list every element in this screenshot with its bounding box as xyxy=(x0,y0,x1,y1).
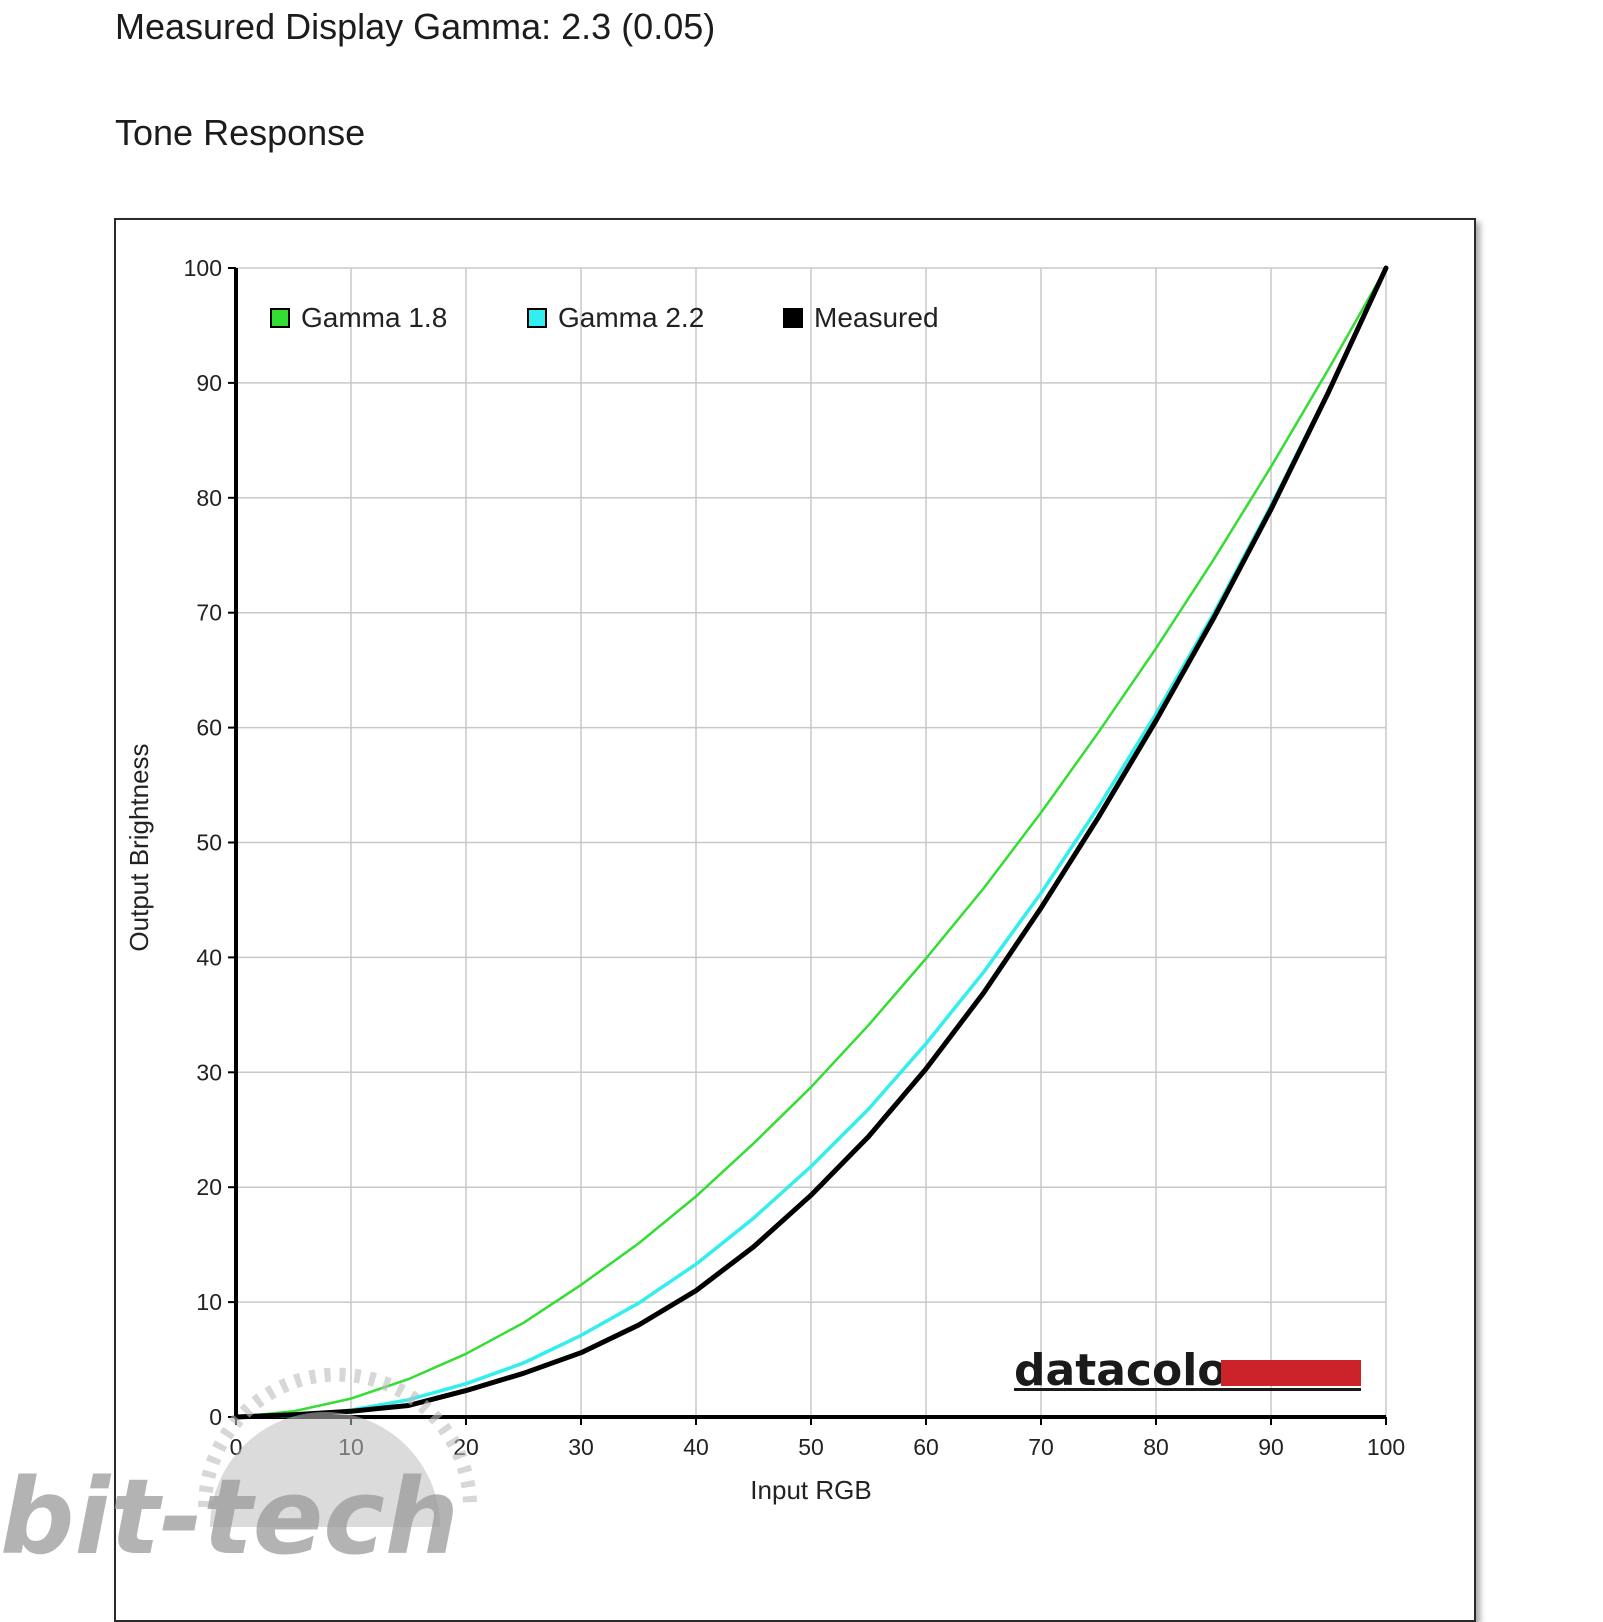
watermark-binary-arc xyxy=(198,1367,477,1508)
datacolor-logo: datacolor xyxy=(1014,1345,1361,1396)
datacolor-logo-bar xyxy=(1221,1360,1361,1386)
series-line-gamma-2-2 xyxy=(234,266,1388,1419)
series-line-measured xyxy=(233,265,1389,1420)
datacolor-logo-text: datacolor xyxy=(1014,1345,1250,1396)
legend-label-gamma-2-2: Gamma 2.2 xyxy=(558,302,704,333)
x-tick-label: 50 xyxy=(798,1434,824,1460)
axes xyxy=(228,267,1387,1425)
tick-labels: 0102030405060708090100010203040506070809… xyxy=(184,255,1406,1460)
y-tick-label: 10 xyxy=(196,1289,222,1315)
x-tick-label: 30 xyxy=(568,1434,594,1460)
legend-swatch-gamma-1-8 xyxy=(270,308,290,328)
grid xyxy=(236,267,1387,1417)
watermark-text: bit-tech xyxy=(0,1456,459,1567)
y-tick-label: 70 xyxy=(196,600,222,626)
legend-swatch-measured xyxy=(783,308,803,328)
y-tick-label: 40 xyxy=(196,944,222,970)
measured-gamma-heading: Measured Display Gamma: 2.3 (0.05) xyxy=(115,6,716,47)
x-tick-label: 70 xyxy=(1028,1434,1054,1460)
x-tick-label: 90 xyxy=(1258,1434,1284,1460)
y-tick-label: 20 xyxy=(196,1174,222,1200)
y-tick-label: 30 xyxy=(196,1059,222,1085)
series-line-gamma-1-8 xyxy=(234,266,1388,1419)
watermark-disc xyxy=(210,1412,440,1527)
y-tick-label: 80 xyxy=(196,485,222,511)
tone-response-heading: Tone Response xyxy=(115,112,366,153)
x-axis-title: Input RGB xyxy=(750,1475,871,1505)
chart-frame: 0102030405060708090100010203040506070809… xyxy=(114,218,1476,1622)
series-lines xyxy=(233,265,1389,1420)
legend-label-gamma-1-8: Gamma 1.8 xyxy=(301,302,447,333)
x-tick-label: 80 xyxy=(1143,1434,1169,1460)
datacolor-logo-underline xyxy=(1014,1388,1361,1391)
legend: Gamma 1.8 Gamma 2.2 Measured xyxy=(270,302,939,333)
x-tick-label: 100 xyxy=(1367,1434,1405,1460)
y-tick-label: 100 xyxy=(184,255,222,281)
legend-label-measured: Measured xyxy=(814,302,939,333)
legend-swatch-gamma-2-2 xyxy=(527,308,547,328)
y-tick-label: 0 xyxy=(209,1404,222,1430)
x-tick-label: 60 xyxy=(913,1434,939,1460)
y-axis-title: Output Brightness xyxy=(124,743,154,951)
y-tick-label: 90 xyxy=(196,370,222,396)
tone-response-chart: 0102030405060708090100010203040506070809… xyxy=(124,255,1406,1505)
x-tick-label: 40 xyxy=(683,1434,709,1460)
bit-tech-watermark: bit-tech xyxy=(0,1367,477,1567)
y-tick-label: 50 xyxy=(196,830,222,856)
y-tick-label: 60 xyxy=(196,715,222,741)
